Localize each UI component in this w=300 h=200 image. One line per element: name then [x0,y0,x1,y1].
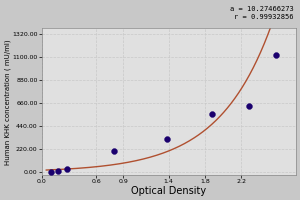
Text: a = 10.27466273
r = 0.99932856: a = 10.27466273 r = 0.99932856 [230,6,294,20]
Point [210,112,215,115]
Point [165,137,170,140]
Y-axis label: Human KHK concentration ( mU/ml): Human KHK concentration ( mU/ml) [4,39,11,165]
Point [48,171,53,174]
X-axis label: Optical Density: Optical Density [131,186,206,196]
Point [65,168,70,171]
Point [56,170,61,173]
Point [274,54,278,57]
Point [112,150,117,153]
Point [246,104,251,107]
